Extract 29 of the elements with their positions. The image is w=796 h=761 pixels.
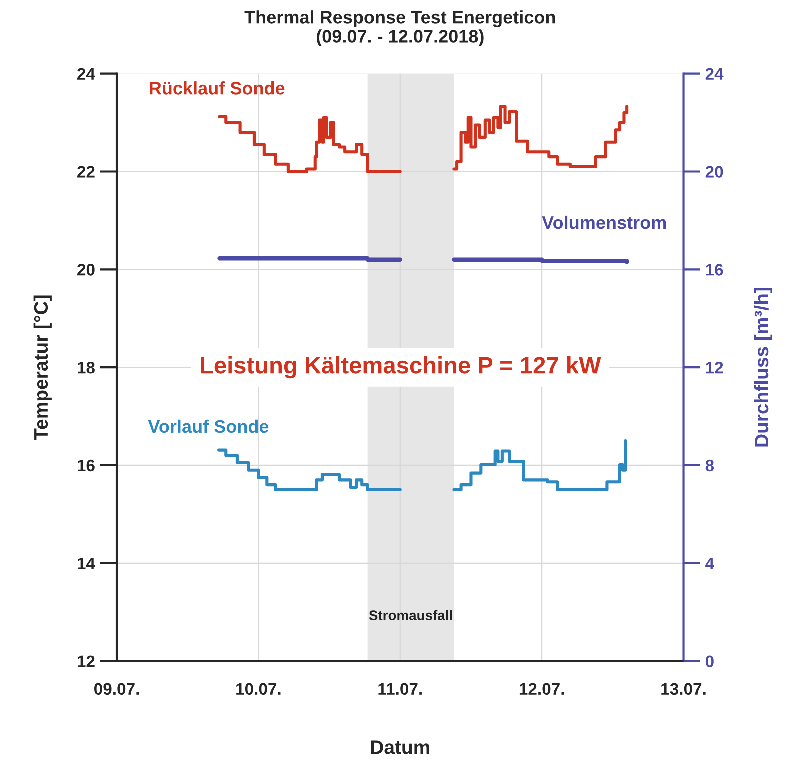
x-axis-title: Datum: [371, 740, 430, 754]
x-tick-label: 10.07.: [236, 683, 281, 696]
y2-tick-label: 24: [706, 68, 724, 80]
y2-tick-label: 20: [706, 166, 724, 178]
y-tick-label: 14: [78, 558, 96, 570]
y2-tick-label: 8: [706, 460, 714, 472]
chart-title: Thermal Response Test Energeticon: [244, 10, 556, 28]
y2-axis-title: Durchfluss [m³/h]: [754, 288, 773, 447]
y-tick-label: 16: [78, 460, 95, 472]
y2-tick-label: 16: [706, 264, 724, 276]
x-tick-label: 13.07.: [662, 683, 706, 696]
series-label: Rücklauf Sonde: [150, 82, 285, 95]
x-tick-label: 12.07.: [520, 683, 564, 696]
series-label: Vorlauf Sonde: [148, 420, 269, 434]
y-tick-label: 18: [78, 362, 95, 374]
y2-tick-label: 4: [706, 558, 714, 570]
y2-tick-label: 0: [706, 656, 714, 668]
chart-subtitle: (09.07. - 12.07.2018): [316, 30, 484, 46]
x-tick-label: 11.07.: [378, 683, 422, 696]
annotation: Leistung Kältemaschine P = 127 kW: [201, 356, 602, 379]
y-tick-label: 22: [78, 166, 95, 178]
y-tick-label: 12: [78, 656, 95, 668]
x-tick-label: 09.07.: [94, 683, 140, 696]
y2-tick-label: 12: [706, 362, 724, 374]
series-label: Volumenstrom: [542, 216, 666, 230]
y-tick-label: 24: [78, 68, 96, 80]
band-label: Stromausfall: [369, 610, 452, 620]
y-axis-title: Temperatur [°C]: [34, 296, 52, 440]
y-tick-label: 20: [78, 264, 95, 276]
